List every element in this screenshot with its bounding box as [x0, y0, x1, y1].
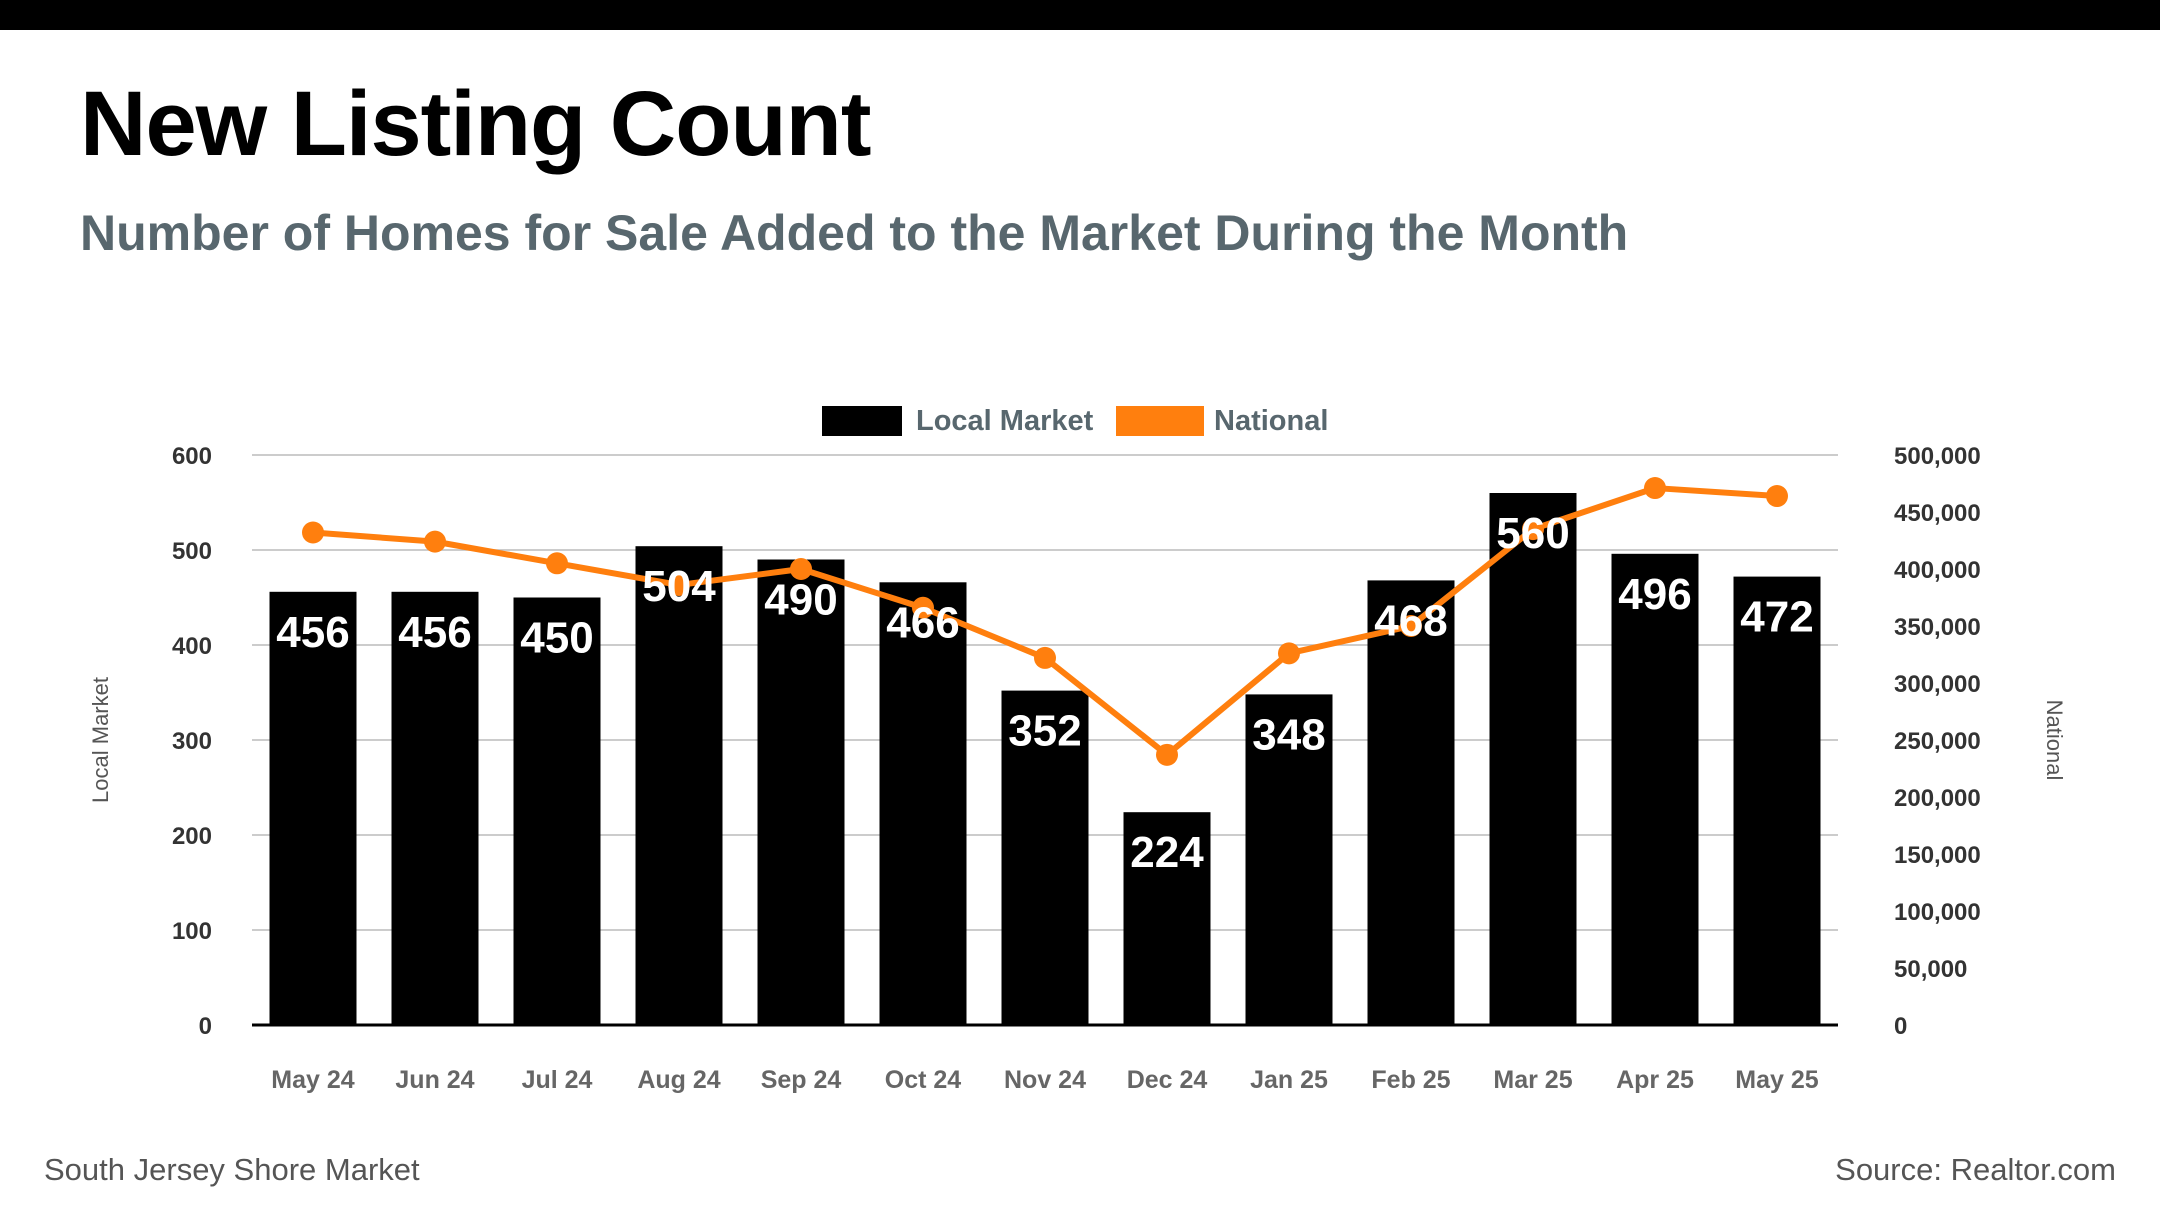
bar-data-label: 560 — [1496, 509, 1569, 558]
bar — [1245, 694, 1333, 1025]
x-tick-label: Jul 24 — [522, 1066, 593, 1094]
bar — [1001, 690, 1089, 1025]
national-point — [1034, 646, 1056, 669]
national-point — [546, 552, 568, 575]
y-tick-label-right: 500,000 — [1894, 443, 1981, 470]
footer-market-name: South Jersey Shore Market — [44, 1152, 420, 1187]
y-tick-label-left: 200 — [172, 823, 212, 850]
footer-source: Source: Realtor.com — [1835, 1152, 2116, 1187]
bar-data-label: 352 — [1008, 707, 1081, 756]
national-point — [424, 530, 446, 553]
chart-title: New Listing Count — [80, 73, 871, 175]
y-tick-label-right: 250,000 — [1894, 728, 1981, 755]
national-point — [1400, 615, 1422, 637]
y-tick-label-left: 100 — [172, 918, 212, 945]
x-tick-label: Dec 24 — [1127, 1066, 1208, 1094]
x-tick-label: Feb 25 — [1371, 1066, 1450, 1094]
bar-data-label: 490 — [764, 576, 837, 625]
bar-data-label: 348 — [1252, 710, 1325, 759]
legend-label-national: National — [1214, 405, 1328, 437]
x-tick-label: May 25 — [1735, 1066, 1818, 1094]
bar-data-label: 456 — [276, 608, 349, 657]
national-point — [790, 558, 812, 580]
y-tick-label-right: 300,000 — [1894, 671, 1981, 698]
bar — [757, 559, 845, 1025]
bar-data-label: 504 — [642, 562, 716, 611]
x-tick-label: Apr 25 — [1616, 1066, 1694, 1094]
y-tick-label-right: 50,000 — [1894, 956, 1967, 983]
national-point — [302, 521, 324, 544]
bar — [391, 591, 479, 1025]
legend-label-local: Local Market — [916, 405, 1094, 437]
x-tick-label: May 24 — [271, 1066, 354, 1094]
y-tick-label-right: 400,000 — [1894, 557, 1981, 584]
bar-data-label: 450 — [520, 614, 593, 663]
bar — [1733, 576, 1821, 1025]
line-series — [302, 477, 1788, 766]
y-tick-label-left: 500 — [172, 538, 212, 565]
axes: 0 100 200 300 400 500 600 0 50,000 100,000 150,000… — [88, 443, 2067, 1094]
y-tick-label-right: 100,000 — [1894, 899, 1981, 926]
y-tick-label-right: 200,000 — [1894, 785, 1981, 812]
national-point — [1156, 743, 1178, 766]
chart-subtitle: Number of Homes for Sale Added to the Ma… — [80, 205, 1629, 261]
y-tick-label-left: 300 — [172, 728, 212, 755]
x-tick-label: Sep 24 — [761, 1066, 842, 1094]
x-tick-label: Oct 24 — [885, 1066, 962, 1094]
bar — [1123, 812, 1211, 1025]
bar-series — [269, 493, 1821, 1025]
x-tick-label: Jan 25 — [1250, 1066, 1328, 1094]
legend-swatch-national — [1116, 406, 1204, 436]
national-point — [1766, 485, 1788, 508]
national-point — [1644, 477, 1666, 500]
y-tick-label-left: 0 — [199, 1013, 212, 1040]
legend-swatch-local — [822, 406, 902, 436]
y-tick-label-right: 350,000 — [1894, 614, 1981, 641]
y-tick-label-left: 600 — [172, 443, 212, 470]
national-point — [1522, 518, 1544, 541]
x-tick-label: Nov 24 — [1004, 1066, 1086, 1094]
bar — [1367, 580, 1455, 1025]
bar — [635, 546, 723, 1025]
top-bar — [0, 0, 2160, 30]
x-tick-label: Jun 24 — [395, 1066, 474, 1094]
bar — [269, 591, 357, 1025]
y-axis-title-left: Local Market — [88, 677, 113, 803]
bar — [1611, 553, 1699, 1025]
bar-data-label: 224 — [1130, 828, 1204, 877]
national-point — [668, 573, 690, 596]
bar — [513, 597, 601, 1025]
x-tick-label: Aug 24 — [637, 1066, 720, 1094]
data-labels: 456 456 450 504 490 466 352 224 348 468 560 496 472 — [276, 509, 1813, 877]
bar-data-label: 456 — [398, 608, 471, 657]
national-point — [912, 596, 934, 619]
y-tick-label-right: 0 — [1894, 1013, 1907, 1040]
bar-data-label: 466 — [886, 598, 959, 647]
y-tick-label-right: 450,000 — [1894, 500, 1981, 527]
bar — [879, 582, 967, 1025]
bar — [1489, 493, 1577, 1025]
y-axis-title-right: National — [2042, 700, 2067, 781]
y-tick-label-left: 400 — [172, 633, 212, 660]
y-tick-label-right: 150,000 — [1894, 842, 1981, 869]
legend[interactable]: Local Market National — [822, 405, 1328, 437]
national-point — [1278, 642, 1300, 665]
x-tick-label: Mar 25 — [1493, 1066, 1572, 1094]
bar-data-label: 468 — [1374, 596, 1447, 645]
bar-data-label: 496 — [1618, 570, 1691, 619]
bar-data-label: 472 — [1740, 593, 1813, 642]
